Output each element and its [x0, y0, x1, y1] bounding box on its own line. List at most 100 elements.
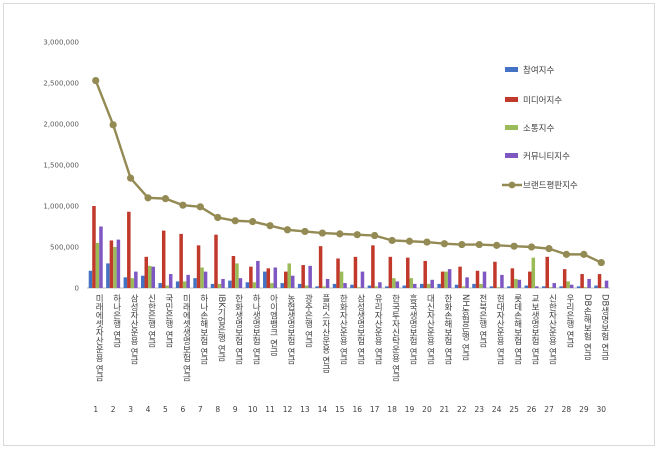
line-point [440, 240, 448, 248]
bar [228, 280, 232, 288]
category-label: 전북은행 연금 [477, 293, 487, 347]
bar [461, 286, 466, 288]
category-number: 5 [163, 405, 168, 414]
bar [524, 285, 529, 288]
line-point [423, 238, 431, 246]
bar [378, 282, 382, 288]
category-number: 8 [215, 405, 220, 414]
bar [231, 256, 236, 288]
category-label: 우리은행 연금 [564, 294, 574, 348]
bar [454, 284, 459, 288]
bar [318, 246, 323, 288]
line-point [126, 174, 135, 182]
line-point [214, 213, 222, 222]
category-number: 19 [405, 405, 415, 414]
category-label: 삼성자산운용 연금 [129, 293, 139, 364]
line-path [94, 80, 602, 264]
legend-label: 소통지수 [523, 124, 554, 134]
bar [566, 281, 570, 288]
bars [88, 206, 609, 288]
bar [88, 270, 93, 288]
category-label: 현대자산운용 연금 [495, 294, 505, 365]
category-label: 한국투자신탁운용 연금 [390, 294, 400, 382]
bar [392, 278, 396, 288]
legend-swatch [505, 97, 518, 102]
bar [92, 206, 96, 288]
bar [353, 256, 358, 288]
bar [562, 269, 567, 288]
category-label: 국민은행 연금 [163, 294, 173, 348]
axes: 0 500,000 1,000,000 1,500,000 2,000,000 2,500… [43, 39, 610, 293]
category-number: 4 [146, 405, 151, 414]
line-point [545, 245, 553, 253]
bar [148, 265, 152, 288]
line-point [371, 231, 379, 240]
y-tick-label: 1,500,000 [43, 162, 79, 170]
bar [339, 271, 344, 288]
bar [472, 283, 476, 288]
bar [144, 256, 149, 288]
bar [507, 286, 511, 288]
category-number: 24 [492, 405, 502, 414]
y-tick-label: 2,500,000 [43, 80, 79, 88]
bar [123, 277, 128, 288]
bar [458, 266, 462, 288]
bar [308, 265, 312, 288]
category-number: 26 [527, 405, 537, 414]
category-number: 17 [370, 405, 380, 414]
category-number: 1 [93, 405, 98, 414]
bar [601, 287, 605, 288]
category-number: 13 [300, 405, 310, 414]
bar [374, 286, 379, 288]
line-point [405, 237, 414, 245]
bar [528, 271, 532, 288]
bar [409, 278, 414, 288]
bar [475, 270, 480, 288]
line-point [318, 229, 326, 237]
bar [297, 283, 302, 288]
bar [158, 283, 162, 288]
bar [440, 271, 445, 288]
chart-frame [3, 3, 655, 446]
category-number: 16 [352, 405, 362, 414]
bar [116, 239, 121, 288]
legend-swatch [505, 153, 518, 158]
bar [99, 226, 103, 288]
bar [517, 279, 522, 288]
bar [332, 283, 337, 288]
bar [548, 287, 553, 288]
y-tick-label: 500,000 [50, 244, 79, 252]
category-number: 23 [474, 405, 484, 414]
y-tick-label: 1,000,000 [43, 203, 79, 211]
bar [304, 285, 309, 288]
bar [263, 271, 267, 288]
bar [594, 285, 598, 288]
category-label: 한화손해보험 연금 [442, 294, 452, 365]
category-labels: 미래에셋자산운용 연금 1 하나은행 연금 2 삼성자산운용 연금 3 신한은행 연금 4 국민… [93, 293, 609, 414]
category-label: 신한자산운용 연금 [547, 294, 557, 365]
category-number: 27 [544, 405, 554, 414]
category-label: 한화생명보험 연금 [233, 294, 243, 365]
bar [350, 284, 354, 288]
bar [583, 287, 588, 288]
bar [426, 283, 431, 288]
bar [245, 282, 250, 288]
category-number: 12 [283, 405, 293, 414]
category-label: IBK기업은행 연금 [216, 294, 226, 362]
bar [106, 263, 110, 288]
category-number: 10 [248, 405, 258, 414]
y-tick-label: 0 [75, 285, 79, 293]
bar [179, 233, 183, 288]
category-number: 14 [318, 405, 328, 414]
bar [109, 240, 114, 288]
category-label: 유리자산운용 연금 [373, 294, 383, 365]
category-label: 미래에셋생명보험 연금 [181, 294, 191, 382]
category-number: 18 [387, 405, 397, 414]
category-label: 농협생명보험 연금 [285, 294, 295, 365]
bar [510, 268, 515, 288]
line-point [109, 121, 117, 129]
bar [165, 285, 169, 288]
category-label: 롯데손해보험 연금 [512, 294, 522, 365]
